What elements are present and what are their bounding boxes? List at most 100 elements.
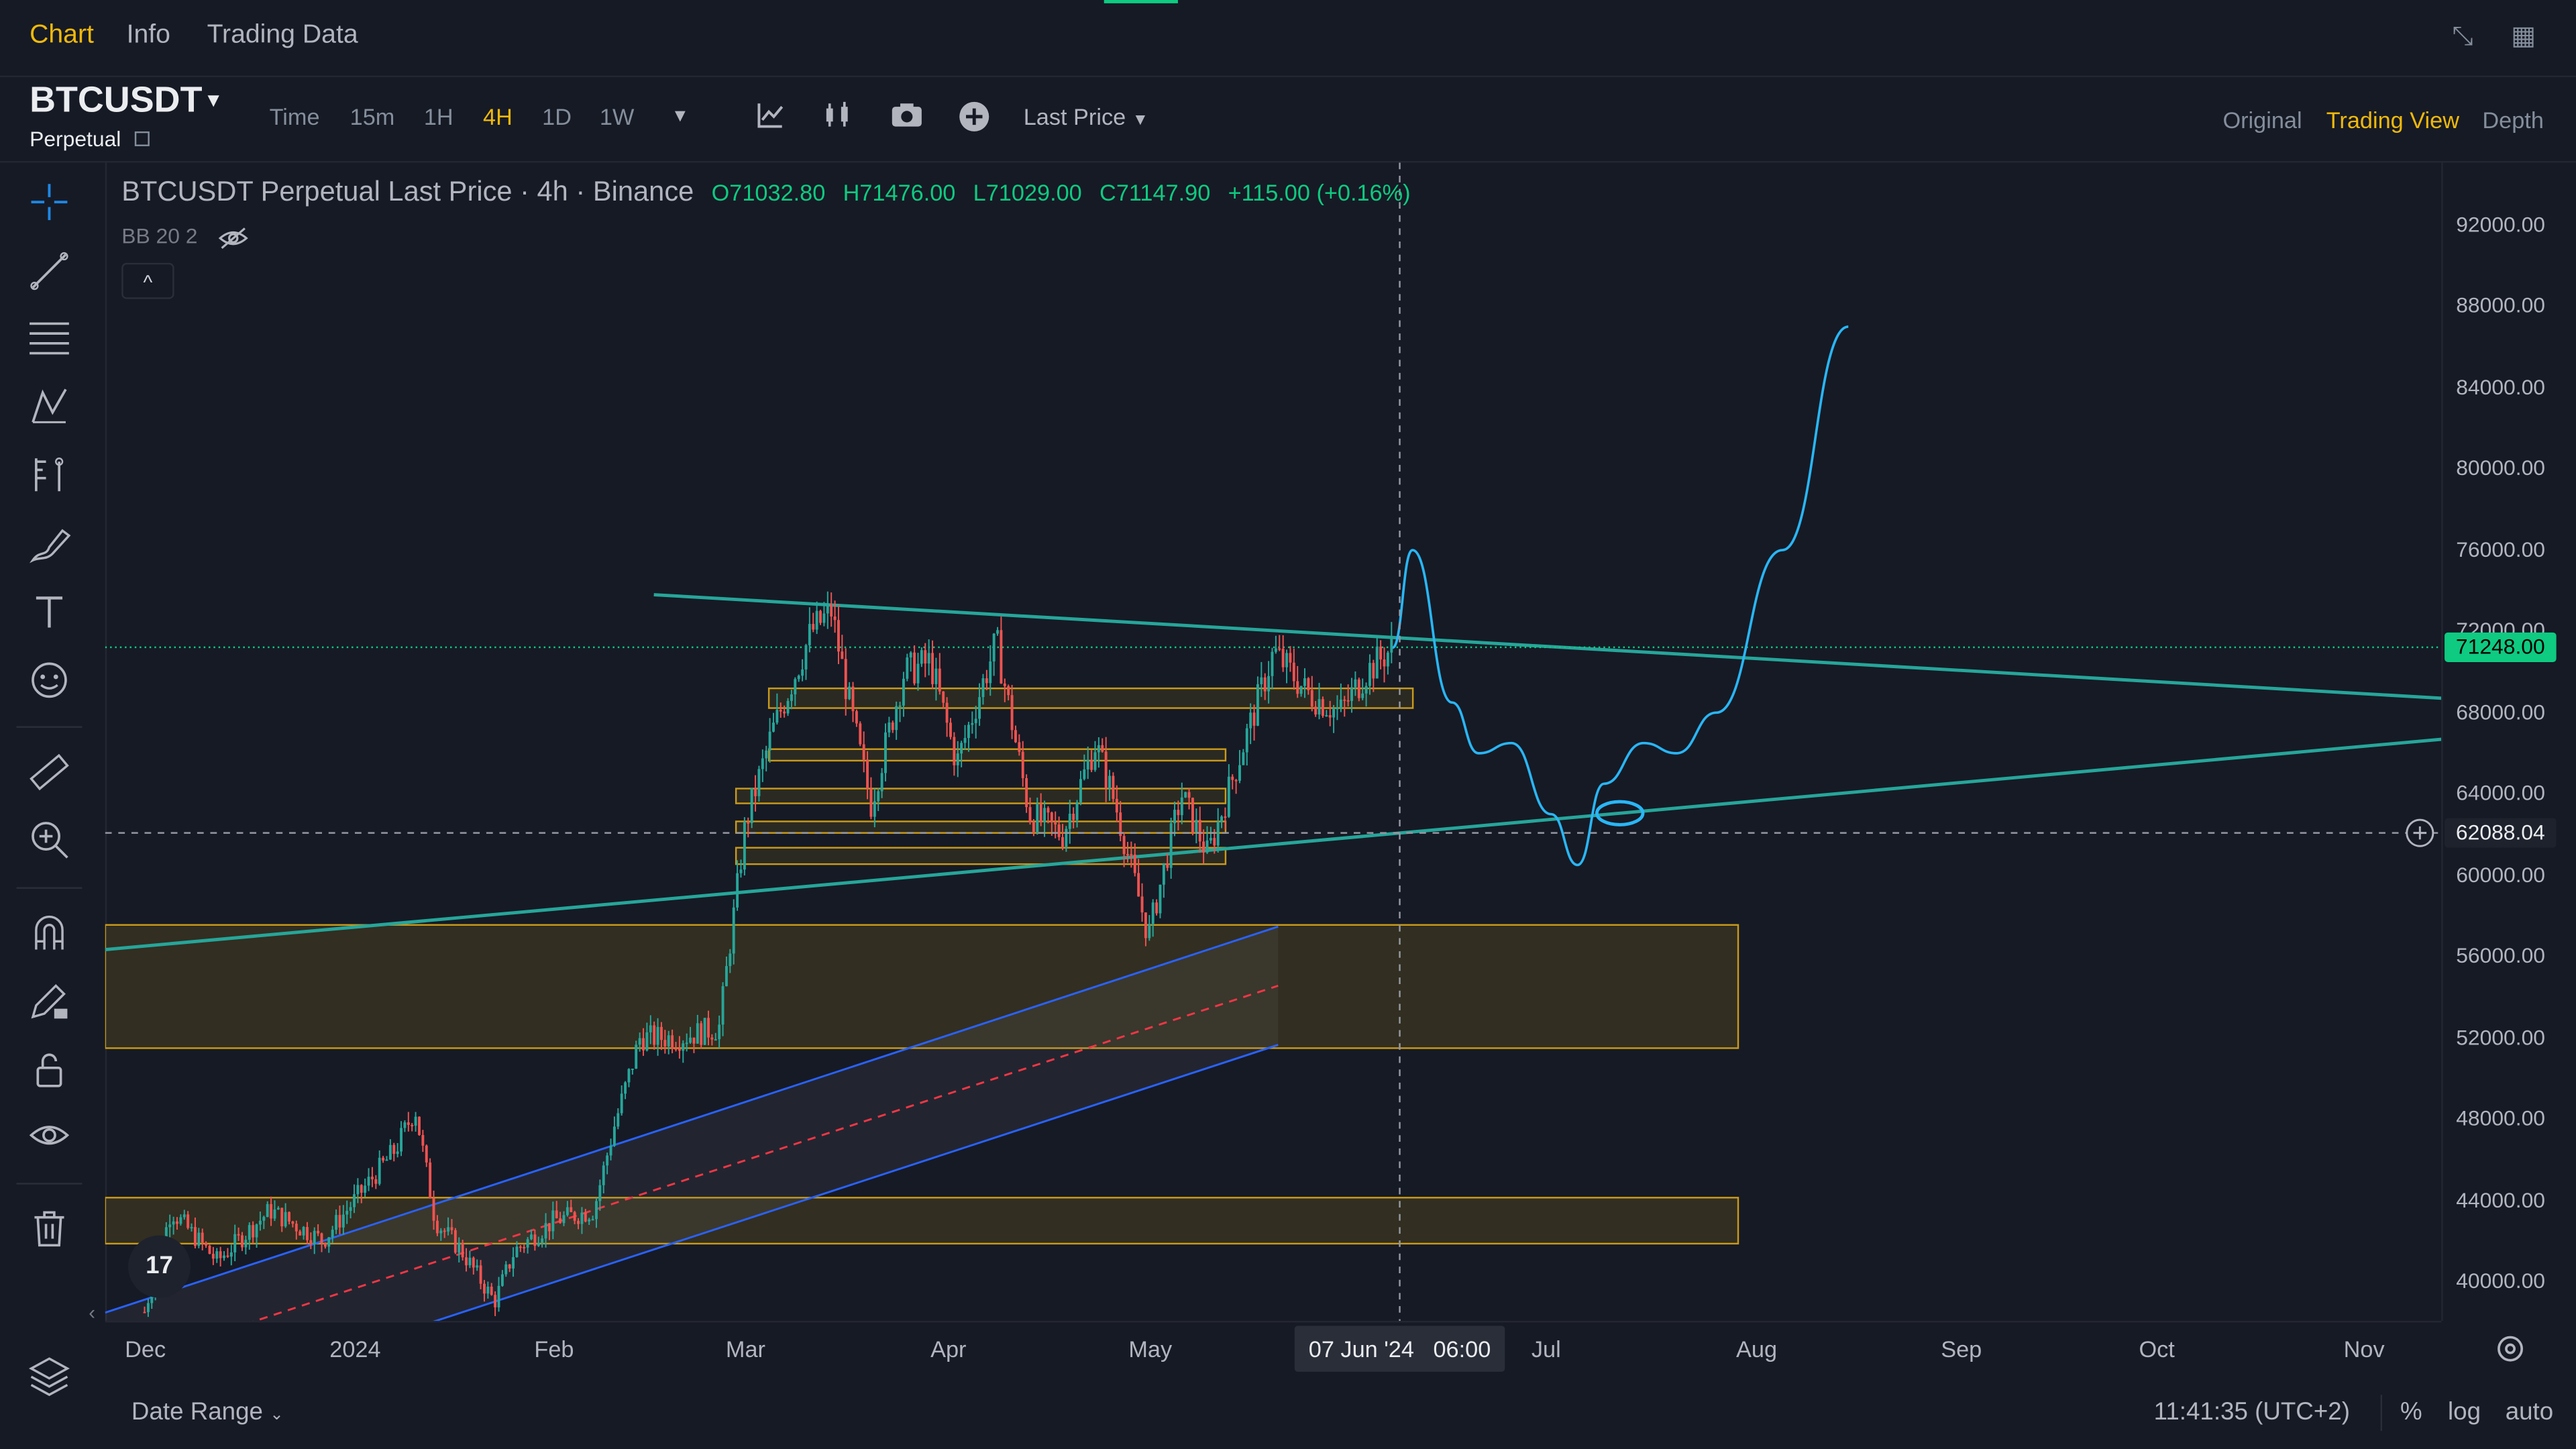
pencil-lock-icon[interactable] [25, 977, 74, 1026]
chevron-down-icon: ⌄ [270, 1406, 284, 1425]
candle-body [208, 1245, 211, 1254]
candle-body [671, 1035, 674, 1049]
settings-icon[interactable] [2494, 1332, 2527, 1365]
chevron-down-icon[interactable]: ▼ [203, 89, 223, 112]
candle-body [739, 869, 743, 873]
range-box-2[interactable] [767, 748, 1227, 762]
candle-body [182, 1214, 186, 1218]
ruler-icon[interactable] [25, 749, 74, 798]
emoji-icon[interactable] [25, 657, 74, 706]
range-box-1[interactable] [767, 687, 1414, 709]
view-depth[interactable]: Depth [2482, 107, 2544, 133]
regression-channel-upper[interactable] [105, 925, 1279, 1314]
symbol-name[interactable]: BTCUSDT [30, 78, 203, 120]
layers-icon[interactable] [25, 1352, 74, 1401]
candle-body [479, 1265, 482, 1284]
auto-scale-toggle[interactable]: auto [2505, 1398, 2554, 1426]
price-type-select[interactable]: Last Price ▼ [1024, 103, 1148, 129]
candle-body [627, 1069, 631, 1083]
candle-body [696, 1023, 699, 1044]
chevron-down-icon[interactable]: ▼ [671, 107, 690, 127]
view-trading-view[interactable]: Trading View [2326, 107, 2459, 133]
candles-icon[interactable] [821, 100, 854, 133]
candle-body [841, 651, 844, 659]
candle-body [497, 1285, 500, 1307]
regression-channel-lower[interactable] [105, 1044, 1279, 1430]
candle-body [616, 1113, 620, 1127]
collapse-icon[interactable]: ⤡ [2452, 23, 2473, 51]
trendline-icon[interactable] [25, 248, 74, 297]
indicators-icon[interactable] [754, 100, 787, 133]
log-scale-toggle[interactable]: log [2447, 1398, 2481, 1426]
fib-icon[interactable] [25, 315, 74, 364]
candle-body [421, 1134, 425, 1146]
magnet-icon[interactable] [25, 910, 74, 959]
trash-icon[interactable] [25, 1206, 74, 1255]
tab-trading-data[interactable]: Trading Data [207, 21, 358, 50]
legend-collapse-button[interactable]: ^ [121, 262, 174, 299]
grid-icon[interactable]: ▦ [2511, 23, 2536, 51]
timeframe-1d[interactable]: 1D [542, 103, 572, 130]
candle-body [1083, 769, 1086, 780]
candle-body [674, 1048, 678, 1050]
candle-body [1296, 681, 1299, 694]
tab-info[interactable]: Info [126, 21, 170, 50]
candle-body [920, 650, 923, 664]
camera-icon[interactable] [890, 100, 923, 133]
support-trendline[interactable] [105, 737, 2442, 951]
eye-icon[interactable] [25, 1112, 74, 1161]
clock[interactable]: 11:41:35 (UTC+2) [2153, 1398, 2350, 1426]
plus-circle-icon[interactable] [958, 100, 991, 133]
lock-icon[interactable] [25, 1046, 74, 1095]
projection-path[interactable] [1391, 325, 1849, 867]
candle-body [211, 1254, 215, 1259]
price-tick-label: 44000.00 [2456, 1187, 2546, 1212]
text-icon[interactable] [25, 588, 74, 637]
candle-body [707, 1018, 710, 1038]
candle-body [490, 1286, 493, 1295]
pattern-icon[interactable] [25, 383, 74, 432]
candle-body [1191, 798, 1194, 833]
eye-off-icon[interactable] [217, 223, 250, 248]
timeframe-time[interactable]: Time [269, 103, 320, 130]
candle-body [1252, 712, 1256, 726]
candle-body [370, 1177, 374, 1179]
candle-body [201, 1232, 204, 1243]
price-tick-label: 56000.00 [2456, 943, 2546, 968]
demand-zone-low[interactable] [105, 1197, 1739, 1245]
projection-circle[interactable] [1595, 800, 1645, 826]
timeframe-1h[interactable]: 1H [423, 103, 453, 130]
candle-body [1003, 683, 1006, 686]
forecast-icon[interactable] [25, 451, 74, 500]
timeframe-4h[interactable]: 4H [483, 103, 513, 130]
brush-icon[interactable] [25, 521, 74, 570]
zoom-icon[interactable] [25, 816, 74, 865]
indicator-label[interactable]: BB 20 2 [121, 223, 198, 248]
candle-body [895, 706, 898, 731]
candle-body [1242, 752, 1245, 765]
time-axis[interactable] [105, 1320, 2442, 1379]
crosshair-icon[interactable] [25, 179, 74, 228]
tab-chart[interactable]: Chart [30, 21, 94, 50]
resistance-trendline[interactable] [653, 593, 2442, 700]
view-original[interactable]: Original [2222, 107, 2302, 133]
demand-zone-large[interactable] [105, 924, 1739, 1049]
timeframe-1w[interactable]: 1W [599, 103, 635, 130]
candle-body [1343, 699, 1346, 701]
candle-body [971, 722, 974, 725]
range-box-4[interactable] [735, 820, 1227, 834]
timeframe-15m[interactable]: 15m [350, 103, 395, 130]
candle-body [1072, 814, 1075, 820]
candle-body [1021, 751, 1024, 778]
candle-body [1216, 821, 1220, 846]
range-box-3[interactable] [735, 788, 1227, 804]
chevron-left-icon[interactable]: ‹ [89, 1301, 96, 1324]
price-axis[interactable] [2441, 162, 2576, 1321]
candle-body [1079, 779, 1082, 802]
tradingview-logo[interactable]: 17 [128, 1235, 191, 1298]
percent-scale-toggle[interactable]: % [2400, 1398, 2422, 1426]
candle-body [1169, 823, 1173, 868]
date-range-select[interactable]: Date Range ⌄ [131, 1398, 284, 1426]
candle-body [642, 1038, 645, 1051]
